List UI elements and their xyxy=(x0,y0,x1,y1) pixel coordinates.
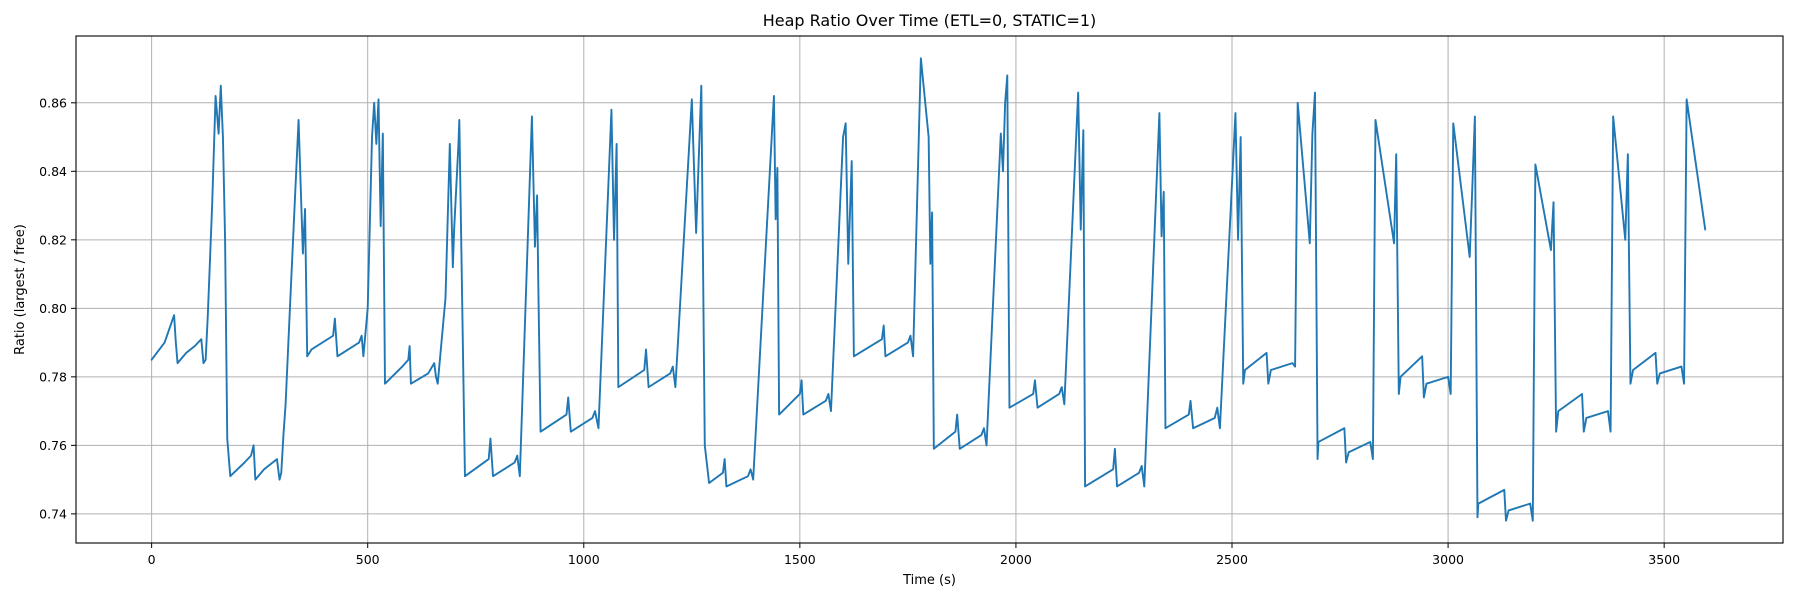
y-tick-label: 0.82 xyxy=(39,232,67,247)
plot-area-frame xyxy=(75,35,1784,544)
x-tick-label: 2500 xyxy=(1216,552,1248,567)
y-tick-label: 0.78 xyxy=(39,369,67,384)
x-tick-label: 2000 xyxy=(1000,552,1032,567)
chart-title: Heap Ratio Over Time (ETL=0, STATIC=1) xyxy=(763,11,1097,30)
series-layer xyxy=(150,57,1707,522)
x-tick-label: 1000 xyxy=(568,552,600,567)
axis-ticks: 0 500 1000 1500 2000 2500 3000 3500 0.74 0.76 0.78… xyxy=(39,95,1680,567)
y-tick-label: 0.84 xyxy=(39,164,67,179)
x-axis-label: Time (s) xyxy=(902,573,956,588)
y-tick-label: 0.74 xyxy=(39,506,67,521)
x-tick-label: 500 xyxy=(356,552,380,567)
y-tick-label: 0.76 xyxy=(39,438,67,453)
series-line xyxy=(150,57,1707,522)
x-tick-label: 1500 xyxy=(784,552,816,567)
x-tick-label: 3000 xyxy=(1432,552,1464,567)
x-tick-label: 0 xyxy=(148,552,156,567)
y-tick-label: 0.80 xyxy=(39,301,67,316)
y-axis-label: Ratio (largest / free) xyxy=(13,224,28,355)
y-tick-label: 0.86 xyxy=(39,95,67,110)
x-tick-label: 3500 xyxy=(1648,552,1680,567)
